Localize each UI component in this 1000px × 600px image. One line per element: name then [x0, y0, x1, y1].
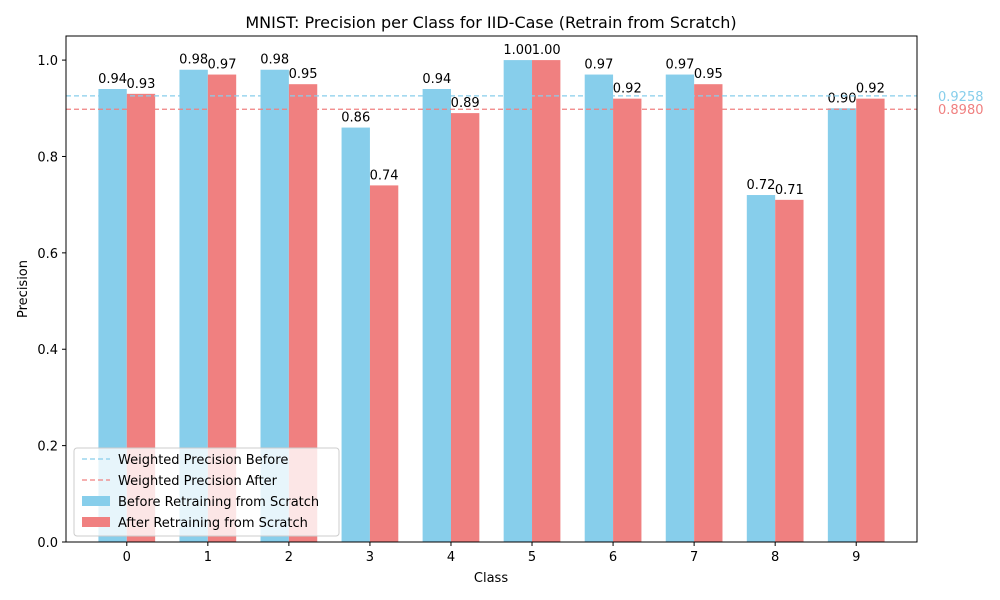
bar-before-class-8 — [746, 195, 776, 542]
legend-entry-label: Weighted Precision Before — [118, 453, 288, 468]
x-tick-label: 8 — [771, 550, 779, 565]
bar-after-class-4 — [450, 113, 480, 542]
y-axis-label: Precision — [16, 260, 31, 318]
y-tick-label: 1.0 — [37, 54, 58, 69]
bar-value-label: 0.90 — [828, 91, 857, 106]
bar-after-class-8 — [775, 199, 804, 542]
bar-value-label: 1.00 — [532, 43, 561, 58]
bar-before-class-3 — [341, 127, 370, 543]
bar-after-class-5 — [532, 60, 561, 542]
x-tick-label: 6 — [609, 550, 617, 565]
bar-value-label: 0.97 — [208, 58, 237, 73]
legend: Weighted Precision Before Weighted Precis… — [73, 447, 340, 537]
bar-value-label: 0.86 — [341, 111, 370, 126]
bar-value-label: 1.00 — [503, 43, 532, 58]
x-tick-label: 4 — [447, 550, 455, 565]
bar-value-label: 0.95 — [694, 67, 723, 82]
bar-value-label: 0.98 — [179, 53, 208, 68]
bar-value-label: 0.97 — [584, 58, 613, 73]
plot-frame — [65, 35, 918, 543]
x-tick-label: 0 — [123, 550, 131, 565]
bar-value-label: 0.94 — [98, 72, 127, 87]
legend-color-swatch — [82, 517, 110, 527]
bar-value-label: 0.97 — [665, 58, 694, 73]
y-tick-label: 0.4 — [37, 343, 58, 358]
y-tick-label: 0.8 — [37, 150, 58, 165]
x-tick-label: 7 — [690, 550, 698, 565]
bar-value-label: 0.92 — [613, 82, 642, 97]
legend-color-swatch — [82, 496, 110, 506]
y-tick-label: 0.0 — [37, 536, 58, 551]
bar-value-label: 0.98 — [260, 53, 289, 68]
bar-value-label: 0.95 — [289, 67, 318, 82]
x-tick-label: 9 — [852, 550, 860, 565]
bar-value-label: 0.72 — [747, 178, 776, 193]
y-tick-label: 0.6 — [37, 247, 58, 262]
bar-after-class-7 — [694, 84, 723, 542]
legend-entry-label: Before Retraining from Scratch — [118, 495, 319, 510]
bar-value-label: 0.94 — [422, 72, 451, 87]
x-tick-label: 2 — [285, 550, 293, 565]
bar-after-class-9 — [856, 98, 885, 543]
x-axis-label: Class — [474, 571, 508, 586]
reference-line-label: 0.9258 — [938, 90, 984, 105]
legend-box — [73, 447, 340, 537]
y-tick-label: 0.2 — [37, 440, 58, 455]
bar-before-class-7 — [665, 74, 695, 543]
bar-value-label: 0.93 — [126, 77, 155, 92]
legend-entry-label: Weighted Precision After — [118, 474, 278, 489]
bar-after-class-3 — [369, 185, 399, 542]
x-tick-label: 5 — [528, 550, 536, 565]
bar-before-class-4 — [422, 89, 451, 542]
bar-value-label: 0.74 — [370, 168, 399, 183]
legend-entry-label: After Retraining from Scratch — [118, 516, 308, 531]
bar-before-class-5 — [503, 60, 533, 542]
bar-before-class-6 — [584, 74, 614, 543]
bar-before-class-9 — [827, 108, 857, 543]
reference-line-label: 0.8980 — [938, 103, 984, 118]
bar-value-label: 0.89 — [451, 96, 480, 111]
bar-value-label: 0.71 — [775, 183, 804, 198]
x-tick-label: 1 — [204, 550, 212, 565]
bar-value-label: 0.92 — [856, 82, 885, 97]
x-tick-label: 3 — [366, 550, 374, 565]
chart-title: MNIST: Precision per Class for IID-Case … — [245, 13, 736, 32]
bar-after-class-6 — [613, 98, 642, 543]
